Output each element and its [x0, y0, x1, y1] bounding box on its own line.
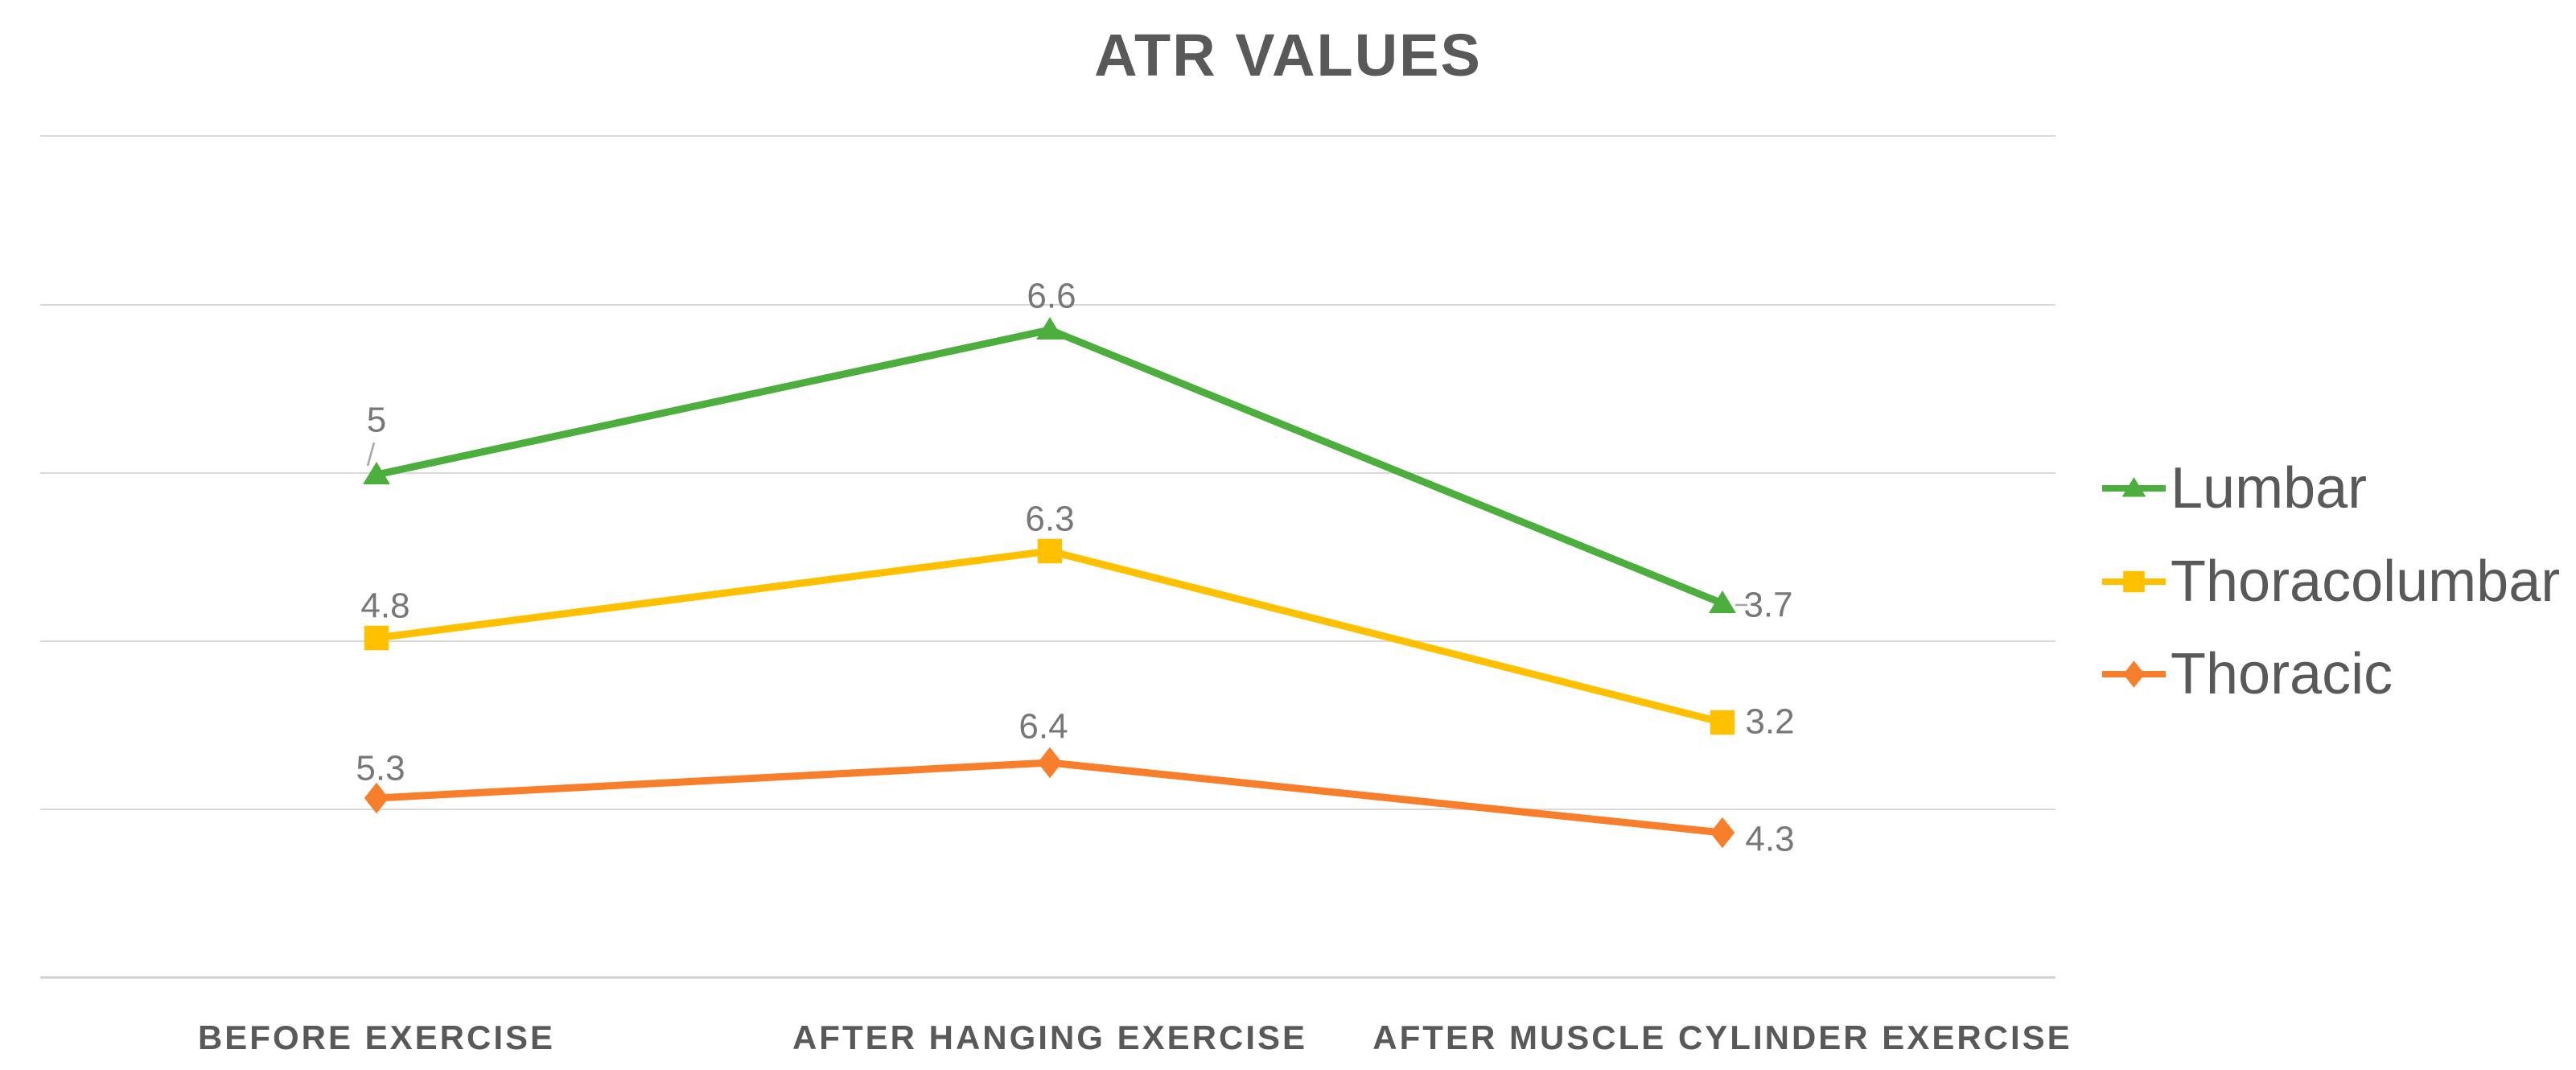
data-label: 5: [367, 401, 386, 440]
legend-triangle-marker: [2121, 477, 2146, 497]
legend-item-thoracolumbar: Thoracolumbar: [2102, 541, 2560, 622]
x-axis-label: AFTER MUSCLE CYLINDER EXERCISE: [1372, 1019, 2072, 1056]
chart-title: ATR VALUES: [1094, 22, 1482, 88]
triangle-marker-lumbar: [1709, 591, 1736, 613]
legend-item-thoracic: Thoracic: [2102, 634, 2393, 714]
data-label: 6.6: [1027, 277, 1076, 316]
diamond-marker-thoracic: [1710, 817, 1735, 849]
data-label-leader: [366, 442, 376, 467]
square-marker-thoracolumbar: [1710, 710, 1735, 735]
data-label: 4.8: [360, 586, 409, 626]
data-label: 6.4: [1018, 707, 1068, 747]
x-axis-label: BEFORE EXERCISE: [197, 1019, 556, 1056]
data-label: 6.3: [1025, 500, 1074, 539]
legend-square-swatch: [2102, 570, 2166, 593]
square-marker-thoracolumbar: [364, 625, 389, 651]
diamond-marker-thoracic: [1037, 747, 1063, 779]
data-label: 5.3: [356, 749, 405, 788]
series-line-thoracolumbar: [372, 547, 1726, 726]
legend-diamond-marker: [2123, 661, 2145, 688]
data-label: 3.2: [1745, 702, 1794, 742]
legend-triangle-swatch: [2102, 477, 2166, 497]
triangle-marker-lumbar: [1036, 317, 1064, 340]
legend-label: Thoracolumbar: [2171, 549, 2561, 614]
diamond-marker-thoracic: [364, 782, 389, 814]
triangle-marker-lumbar: [363, 462, 390, 484]
data-label: 4.3: [1745, 820, 1794, 859]
legend-label: Thoracic: [2171, 642, 2393, 706]
legend-label: Lumbar: [2171, 456, 2368, 521]
x-axis-label: AFTER HANGING EXERCISE: [792, 1019, 1308, 1056]
legend-item-lumbar: Lumbar: [2102, 448, 2367, 529]
legend-square-marker: [2123, 570, 2145, 593]
square-marker-thoracolumbar: [1037, 538, 1063, 564]
data-label: 3.7: [1743, 586, 1792, 625]
legend-diamond-swatch: [2102, 661, 2166, 688]
